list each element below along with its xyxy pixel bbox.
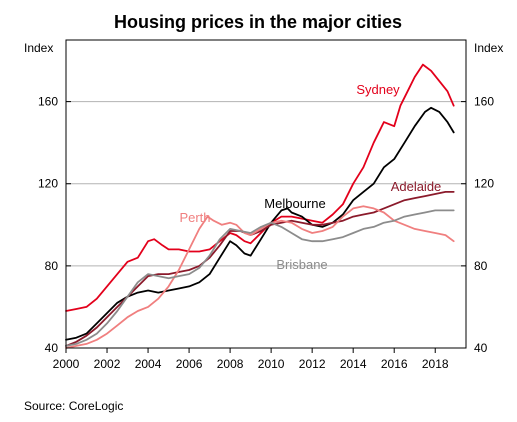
y-tick-label-left: 40 <box>45 341 59 355</box>
series-label-adelaide: Adelaide <box>391 179 442 194</box>
x-tick-label: 2018 <box>422 357 449 371</box>
series-line-perth <box>65 205 455 349</box>
y-tick-label-right: 120 <box>474 177 494 191</box>
series-label-sydney: Sydney <box>356 82 400 97</box>
x-tick-label: 2000 <box>53 357 80 371</box>
series-lines <box>65 63 455 349</box>
x-tick-label: 2016 <box>381 357 408 371</box>
plot-frame <box>65 39 467 349</box>
y-tick-label-right: 40 <box>474 341 488 355</box>
series-labels: Sydney Melbourne Adelaide Perth Brisbane <box>179 82 441 272</box>
series-label-brisbane: Brisbane <box>276 257 327 272</box>
series-label-perth: Perth <box>179 210 210 225</box>
right-axis-unit: Index <box>474 41 503 55</box>
series-line-adelaide <box>65 191 455 347</box>
source-note: Source: CoreLogic <box>24 399 123 413</box>
x-tick-label: 2010 <box>258 357 285 371</box>
x-tick-label: 2008 <box>217 357 244 371</box>
x-tick-label: 2014 <box>340 357 367 371</box>
series-label-melbourne: Melbourne <box>264 196 325 211</box>
axis-ticks: 40 40 80 80 120 120 160 160 2000 2002 2004 2006 2008… <box>38 95 494 371</box>
series-line-sydney <box>65 63 455 312</box>
y-tick-label-right: 80 <box>474 259 488 273</box>
x-tick-label: 2006 <box>176 357 203 371</box>
x-tick-label: 2002 <box>94 357 121 371</box>
left-axis-unit: Index <box>24 41 53 55</box>
y-tick-label-left: 80 <box>45 259 59 273</box>
chart-title: Housing prices in the major cities <box>114 12 402 32</box>
y-tick-label-right: 160 <box>474 95 494 109</box>
gridlines <box>66 101 466 267</box>
y-tick-label-left: 160 <box>38 95 58 109</box>
series-line-melbourne <box>65 106 455 341</box>
y-tick-label-left: 120 <box>38 177 58 191</box>
x-tick-label: 2012 <box>299 357 326 371</box>
series-line-brisbane <box>65 209 455 347</box>
x-tick-label: 2004 <box>135 357 162 371</box>
